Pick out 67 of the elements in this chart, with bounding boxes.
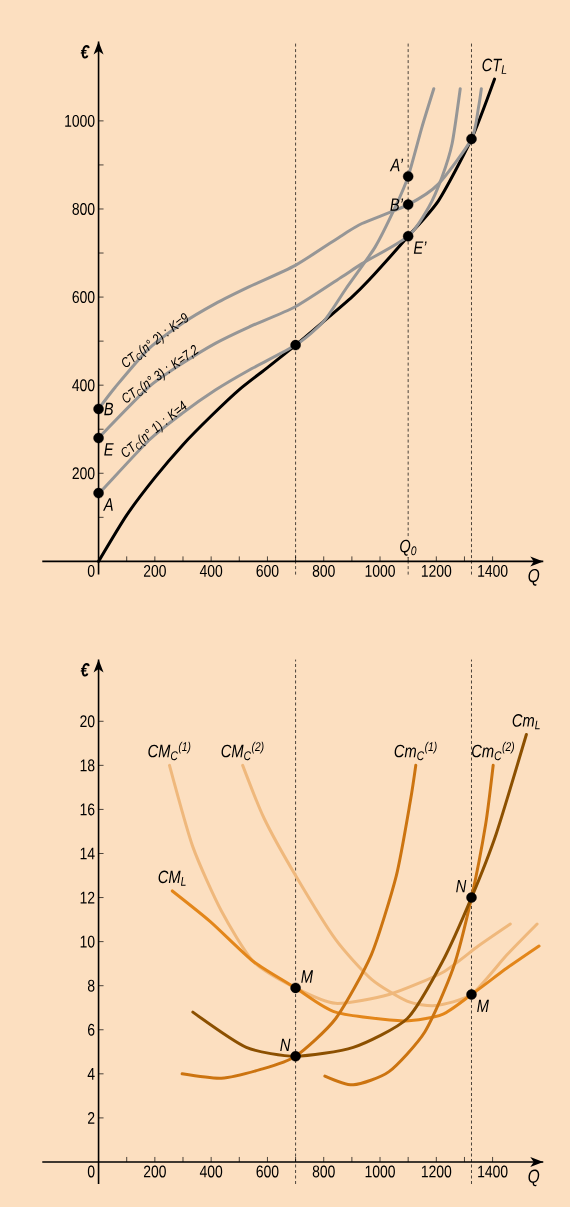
x-tick-label: 1000 <box>365 1165 395 1178</box>
point <box>290 339 301 351</box>
x-tick-label: 0 <box>87 564 95 577</box>
x-tick-label: 1200 <box>421 1165 452 1178</box>
annotation: N <box>280 1038 291 1051</box>
x-tick-label: 1200 <box>421 564 452 577</box>
y-axis-title: € <box>80 663 90 677</box>
y-tick-label: 4 <box>87 1068 95 1080</box>
annotation: E <box>104 443 114 456</box>
x-tick-label: 0 <box>87 1165 95 1178</box>
series-label: CT$_{L}$ <box>482 58 507 74</box>
y-tick-label: 600 <box>72 291 95 304</box>
line-series <box>180 763 418 1080</box>
x-tick-label: 600 <box>256 564 279 577</box>
y-tick-label: 8 <box>87 979 95 992</box>
y-tick-label: 2 <box>87 1111 95 1124</box>
x-tick-label: 1400 <box>478 564 508 577</box>
series-label: Cm$_{C}$(1) <box>394 741 437 761</box>
x-tick-label: 800 <box>312 564 335 577</box>
point <box>466 989 477 1000</box>
series-label: Cm$_{L}$ <box>512 714 540 730</box>
y-tick-label: 20 <box>80 715 95 728</box>
annotation: M <box>477 999 489 1013</box>
y-axis-title: € <box>80 45 90 59</box>
series-label: Cm$_{C}$(2) <box>471 741 514 761</box>
x-tick-label: 1000 <box>365 564 395 577</box>
annotation: A <box>102 498 113 511</box>
y-tick-label: 10 <box>80 935 95 948</box>
annotation: M <box>301 970 313 983</box>
y-tick-label: 1000 <box>65 114 95 127</box>
x-axis-title: Q <box>528 1169 540 1187</box>
point <box>93 403 104 415</box>
y-tick-label: 16 <box>80 803 95 816</box>
y-tick-label: 200 <box>72 467 95 480</box>
point <box>290 1051 301 1062</box>
x-tick-label: 600 <box>256 1165 279 1178</box>
x-tick-label: 200 <box>143 564 166 577</box>
series-label: CM$_{C}$(2) <box>221 741 264 761</box>
annotation: B <box>104 402 113 416</box>
point <box>402 199 414 210</box>
series-label: CM$_{L}$ <box>158 870 186 886</box>
annotation: N <box>456 880 467 893</box>
series-label: CM$_{C}$(1) <box>148 741 191 761</box>
y-tick-label: 14 <box>80 847 95 860</box>
line-series <box>323 763 495 1087</box>
y-tick-label: 18 <box>80 759 95 772</box>
y-tick-label: 6 <box>87 1023 95 1036</box>
y-tick-label: 800 <box>72 202 95 215</box>
point <box>402 231 414 242</box>
annotation: E’ <box>413 241 427 254</box>
x-tick-label: 400 <box>199 564 223 577</box>
x-tick-label: 1400 <box>478 1165 508 1178</box>
point <box>93 487 104 499</box>
x-tick-label: 400 <box>199 1165 223 1178</box>
y-tick-label: 12 <box>80 891 95 904</box>
ref-line-label: Q$_{0}$ <box>399 539 417 556</box>
annotation: A’ <box>389 158 404 172</box>
x-tick-label: 200 <box>143 1165 166 1178</box>
point <box>93 432 104 444</box>
point <box>290 982 301 994</box>
x-tick-label: 800 <box>312 1165 335 1178</box>
x-axis-title: Q <box>528 568 540 586</box>
point <box>466 133 477 145</box>
annotation: B’ <box>390 198 404 211</box>
point <box>402 171 414 182</box>
y-tick-label: 400 <box>72 379 95 392</box>
point <box>466 892 477 903</box>
